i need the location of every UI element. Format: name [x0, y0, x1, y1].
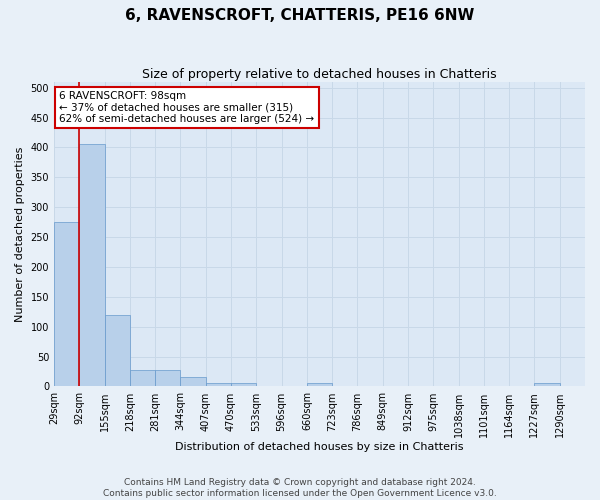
Bar	[535, 384, 560, 386]
Y-axis label: Number of detached properties: Number of detached properties	[15, 146, 25, 322]
Bar	[54, 222, 79, 386]
Bar	[181, 378, 206, 386]
Bar	[104, 314, 130, 386]
X-axis label: Distribution of detached houses by size in Chatteris: Distribution of detached houses by size …	[175, 442, 464, 452]
Bar	[307, 384, 332, 386]
Bar	[79, 144, 104, 386]
Bar	[206, 384, 231, 386]
Text: 6, RAVENSCROFT, CHATTERIS, PE16 6NW: 6, RAVENSCROFT, CHATTERIS, PE16 6NW	[125, 8, 475, 22]
Title: Size of property relative to detached houses in Chatteris: Size of property relative to detached ho…	[142, 68, 497, 80]
Text: Contains HM Land Registry data © Crown copyright and database right 2024.
Contai: Contains HM Land Registry data © Crown c…	[103, 478, 497, 498]
Bar	[231, 384, 256, 386]
Bar	[155, 370, 181, 386]
Bar	[130, 370, 155, 386]
Text: 6 RAVENSCROFT: 98sqm
← 37% of detached houses are smaller (315)
62% of semi-deta: 6 RAVENSCROFT: 98sqm ← 37% of detached h…	[59, 91, 314, 124]
